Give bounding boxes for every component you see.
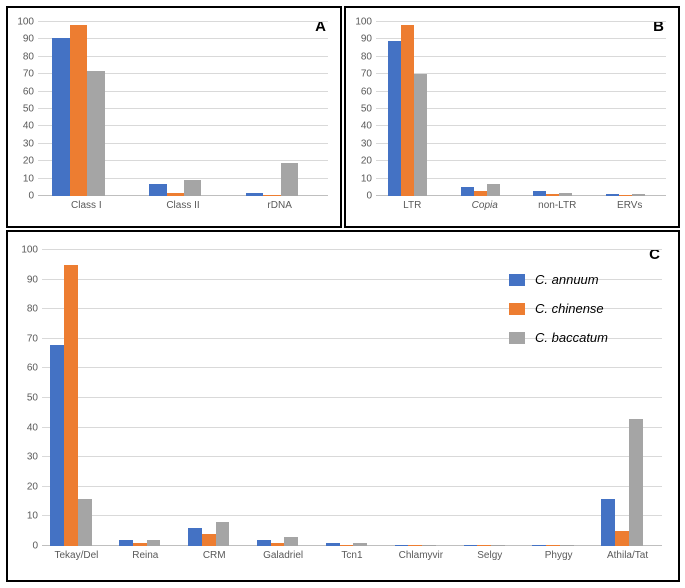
bar [64, 265, 78, 546]
ytick: 0 [28, 191, 38, 202]
bar [149, 184, 166, 196]
ytick: 20 [23, 156, 38, 167]
panel-c: C 0102030405060708090100Tekay/DelReinaCR… [6, 230, 680, 582]
ytick: 20 [27, 481, 42, 492]
legend-text-1: C. annuum [535, 272, 599, 287]
bar [78, 499, 92, 546]
legend-swatch-2 [509, 303, 525, 315]
category-label: Selgy [455, 546, 524, 561]
panel-a-plot: 0102030405060708090100Class IClass IIrDN… [38, 22, 328, 196]
legend-item-3: C. baccatum [509, 330, 608, 345]
legend-item-1: C. annuum [509, 272, 608, 287]
legend-text-3: C. baccatum [535, 330, 608, 345]
category-label: Chlamyvir [386, 546, 455, 561]
bar [184, 180, 201, 196]
bar [52, 38, 69, 196]
ytick: 60 [23, 86, 38, 97]
ytick: 90 [23, 34, 38, 45]
category-group: rDNA [231, 22, 328, 196]
category-group: Chlamyvir [386, 250, 455, 546]
ytick: 10 [27, 511, 42, 522]
bar [284, 537, 298, 546]
category-label: Class II [135, 196, 232, 211]
legend-swatch-3 [509, 332, 525, 344]
category-group: Copia [449, 22, 522, 196]
ytick: 30 [27, 452, 42, 463]
legend-item-2: C. chinense [509, 301, 608, 316]
bar [70, 25, 87, 196]
ytick: 80 [27, 304, 42, 315]
category-label: Copia [449, 196, 522, 211]
ytick: 70 [27, 333, 42, 344]
category-group: Tekay/Del [42, 250, 111, 546]
bar [87, 71, 104, 196]
bar [281, 163, 298, 196]
bar [388, 41, 401, 196]
bar [188, 528, 202, 546]
bar [615, 531, 629, 546]
category-label: ERVs [594, 196, 667, 211]
ytick: 50 [23, 104, 38, 115]
legend: C. annuum C. chinense C. baccatum [509, 272, 608, 359]
ytick: 100 [21, 245, 42, 256]
ytick: 80 [23, 51, 38, 62]
bar [487, 184, 500, 196]
ytick: 90 [361, 34, 376, 45]
bar [202, 534, 216, 546]
category-label: Class I [38, 196, 135, 211]
ytick: 0 [366, 191, 376, 202]
ytick: 70 [361, 69, 376, 80]
bar [414, 74, 427, 196]
ytick: 100 [355, 17, 376, 28]
bar [601, 499, 615, 546]
category-label: LTR [376, 196, 449, 211]
category-label: rDNA [231, 196, 328, 211]
legend-text-2: C. chinense [535, 301, 604, 316]
category-label: non-LTR [521, 196, 594, 211]
bar [401, 25, 414, 196]
ytick: 70 [23, 69, 38, 80]
panel-b-plot: 0102030405060708090100LTRCopianon-LTRERV… [376, 22, 666, 196]
ytick: 90 [27, 274, 42, 285]
bar [629, 419, 643, 546]
category-group: Galadriel [249, 250, 318, 546]
category-group: Class I [38, 22, 135, 196]
category-group: LTR [376, 22, 449, 196]
ytick: 30 [361, 138, 376, 149]
panel-a: A 0102030405060708090100Class IClass IIr… [6, 6, 342, 228]
ytick: 60 [361, 86, 376, 97]
ytick: 80 [361, 51, 376, 62]
ytick: 40 [23, 121, 38, 132]
category-group: ERVs [594, 22, 667, 196]
ytick: 10 [361, 173, 376, 184]
ytick: 40 [361, 121, 376, 132]
bar [50, 345, 64, 546]
panel-b: B 0102030405060708090100LTRCopianon-LTRE… [344, 6, 680, 228]
category-label: Athila/Tat [593, 546, 662, 561]
ytick: 10 [23, 173, 38, 184]
bar [216, 522, 230, 546]
ytick: 30 [23, 138, 38, 149]
category-group: non-LTR [521, 22, 594, 196]
category-label: Tekay/Del [42, 546, 111, 561]
category-label: Galadriel [249, 546, 318, 561]
category-group: Reina [111, 250, 180, 546]
category-label: CRM [180, 546, 249, 561]
legend-swatch-1 [509, 274, 525, 286]
ytick: 40 [27, 422, 42, 433]
ytick: 0 [32, 541, 42, 552]
ytick: 50 [27, 393, 42, 404]
category-group: Class II [135, 22, 232, 196]
ytick: 50 [361, 104, 376, 115]
category-group: CRM [180, 250, 249, 546]
category-label: Tcn1 [318, 546, 387, 561]
category-group: Tcn1 [318, 250, 387, 546]
ytick: 20 [361, 156, 376, 167]
ytick: 60 [27, 363, 42, 374]
ytick: 100 [17, 17, 38, 28]
category-label: Phygy [524, 546, 593, 561]
bar [461, 187, 474, 196]
figure-root: A 0102030405060708090100Class IClass IIr… [0, 0, 685, 588]
category-label: Reina [111, 546, 180, 561]
